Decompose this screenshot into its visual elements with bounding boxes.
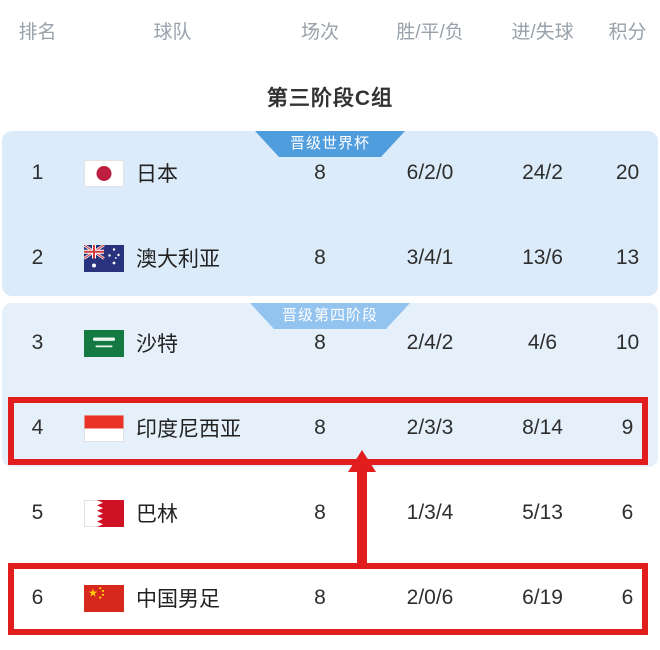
played-value: 8 (314, 586, 326, 609)
arrow-up-icon (348, 450, 376, 472)
col-header-rank: 排名 (18, 22, 57, 43)
points-value: 6 (621, 586, 634, 609)
played-value: 8 (314, 161, 326, 184)
col-header-goals: 进/失球 (511, 22, 574, 43)
goals-value: 13/6 (522, 246, 563, 269)
highlight-box-rank-4 (8, 397, 648, 465)
highlight-box-rank-6 (8, 563, 648, 635)
goals-value: 8/14 (522, 416, 563, 439)
col-header-points: 积分 (608, 22, 647, 43)
wdl-value: 2/4/2 (406, 331, 454, 354)
team-name: 印度尼西亚 (136, 418, 241, 441)
team-name: 中国男足 (136, 588, 220, 611)
rank-value: 4 (31, 416, 44, 439)
played-value: 8 (314, 501, 326, 524)
team-cell: 巴林 (75, 498, 270, 528)
team-cell: 印度尼西亚 (75, 413, 270, 443)
points-value: 20 (615, 161, 640, 184)
col-header-played: 场次 (300, 22, 339, 43)
table-row[interactable]: 5 巴林 8 1/3/4 5/13 6 (0, 487, 660, 539)
badge-world-cup: 晋级世界杯 (255, 131, 405, 157)
wdl-value: 3/4/1 (406, 246, 454, 269)
played-value: 8 (314, 331, 326, 354)
saudi-arabia-flag-icon (84, 329, 124, 357)
goals-value: 5/13 (522, 501, 563, 524)
table-row[interactable]: 6 中国男足 8 2/0/6 6/19 6 (0, 572, 660, 624)
china-flag-icon (84, 584, 124, 612)
goals-value: 4/6 (527, 331, 558, 354)
played-value: 8 (314, 246, 326, 269)
team-name: 日本 (136, 163, 178, 186)
rank-value: 5 (31, 501, 44, 524)
table-row[interactable]: 1 日本 8 6/2/0 24/2 20 (0, 147, 660, 199)
goals-value: 24/2 (522, 161, 563, 184)
team-cell: 日本 (75, 158, 270, 188)
rank-value: 6 (31, 586, 44, 609)
rank-value: 3 (31, 331, 44, 354)
table-row[interactable]: 4 印度尼西亚 8 2/3/3 8/14 9 (0, 402, 660, 454)
rank-value: 2 (31, 246, 44, 269)
group-title: 第三阶段C组 (266, 87, 394, 110)
badge-fourth-stage: 晋级第四阶段 (250, 303, 410, 329)
team-name: 澳大利亚 (136, 248, 220, 271)
japan-flag-icon (84, 159, 124, 187)
table-row[interactable]: 2 (0, 232, 660, 284)
australia-flag-icon (84, 244, 124, 272)
wdl-value: 2/3/3 (406, 416, 454, 439)
team-cell: 澳大利亚 (75, 243, 270, 273)
arrow-line (357, 468, 367, 566)
points-value: 9 (621, 416, 634, 439)
points-value: 13 (615, 246, 640, 269)
table-header: 排名 球队 场次 胜/平/负 进/失球 积分 (0, 17, 660, 43)
col-header-team: 球队 (153, 22, 192, 43)
goals-value: 6/19 (522, 586, 563, 609)
table-row[interactable]: 3 沙特 8 2/4/2 4/6 10 (0, 317, 660, 369)
points-value: 10 (615, 331, 640, 354)
indonesia-flag-icon (84, 414, 124, 442)
wdl-value: 2/0/6 (406, 586, 454, 609)
rank-value: 1 (31, 161, 44, 184)
points-value: 6 (621, 501, 634, 524)
played-value: 8 (314, 416, 326, 439)
bahrain-flag-icon (84, 499, 124, 527)
team-cell: 中国男足 (75, 583, 270, 613)
team-cell: 沙特 (75, 328, 270, 358)
wdl-value: 1/3/4 (406, 501, 454, 524)
team-name: 沙特 (136, 333, 178, 356)
wdl-value: 6/2/0 (406, 161, 454, 184)
team-name: 巴林 (136, 503, 178, 526)
col-header-wdl: 胜/平/负 (396, 22, 464, 43)
